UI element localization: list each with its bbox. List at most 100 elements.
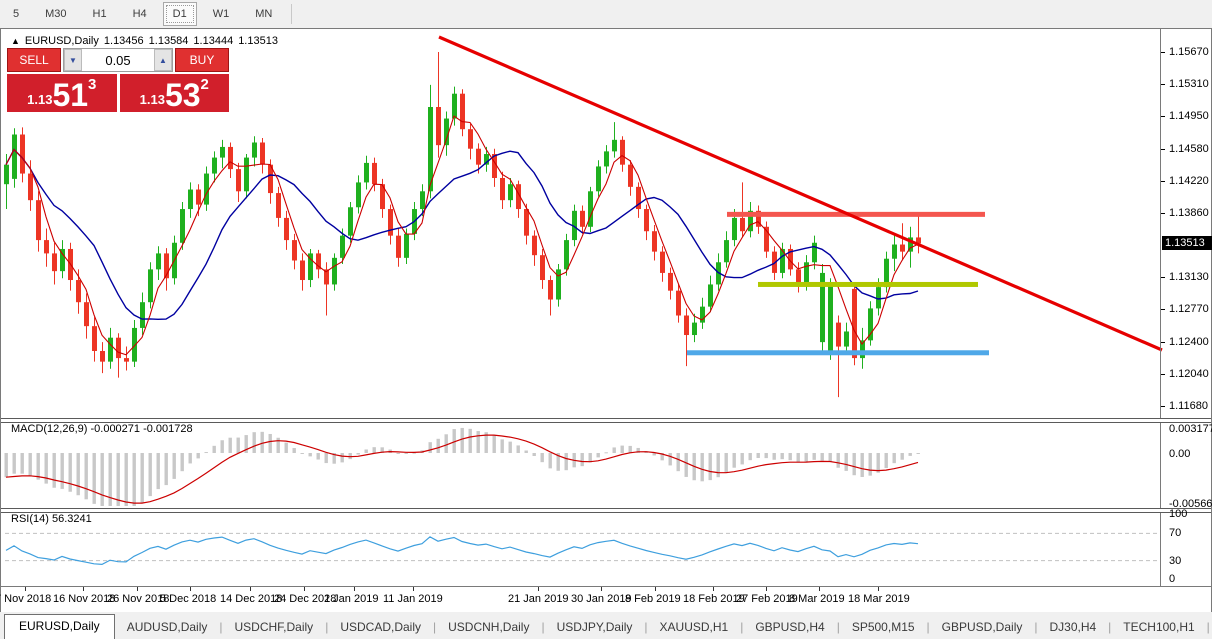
chart-tab-gbpusd[interactable]: GBPUSD,Daily bbox=[941, 620, 1023, 634]
date-tick bbox=[766, 587, 767, 591]
date-tick bbox=[819, 587, 820, 591]
axis-tick bbox=[1161, 84, 1165, 85]
rsi-axis-label: 70 bbox=[1169, 527, 1182, 539]
tab-separator: | bbox=[644, 620, 648, 634]
chart-tab-usdcnh[interactable]: USDCNH,Daily bbox=[448, 620, 530, 634]
tab-separator: | bbox=[1206, 620, 1210, 634]
price-axis-label: 1.13860 bbox=[1169, 207, 1209, 219]
chart-tab-audusd[interactable]: AUDUSD,Daily bbox=[126, 620, 208, 634]
axis-tick bbox=[1161, 342, 1165, 343]
timeframe-button-5[interactable]: 5 bbox=[13, 8, 20, 20]
rsi-axis-label: 100 bbox=[1169, 508, 1188, 520]
timeframe-button-h4[interactable]: H4 bbox=[132, 8, 147, 20]
macd-axis-label: -0.005667 bbox=[1169, 498, 1212, 510]
macd-pane-splitter[interactable] bbox=[1, 418, 1211, 423]
axis-tick bbox=[1161, 406, 1165, 407]
tab-separator: | bbox=[219, 620, 223, 634]
timeframe-button-mn[interactable]: MN bbox=[255, 8, 273, 20]
date-axis-label: 8 Mar 2019 bbox=[789, 593, 845, 605]
ask-quote-button[interactable]: 1.13 53 2 bbox=[119, 74, 229, 113]
date-tick bbox=[538, 587, 539, 591]
chart-tab-xauusd[interactable]: XAUUSD,H1 bbox=[659, 620, 729, 634]
ask-price-big: 53 bbox=[164, 77, 201, 113]
chart-tab-eurusd[interactable]: EURUSD,Daily bbox=[4, 614, 115, 639]
rsi-pane-splitter[interactable] bbox=[1, 508, 1211, 513]
date-tick bbox=[655, 587, 656, 591]
date-tick bbox=[413, 587, 414, 591]
ask-price-sup: 2 bbox=[200, 76, 209, 93]
macd-label: MACD(12,26,9) -0.000271 -0.001728 bbox=[11, 423, 193, 435]
date-tick bbox=[83, 587, 84, 591]
chart-tab-tech100[interactable]: TECH100,H1 bbox=[1123, 620, 1195, 634]
chart-header: ▲ EURUSD,Daily 1.13456 1.13584 1.13444 1… bbox=[11, 35, 278, 47]
chart-tab-gbpusd[interactable]: GBPUSD,H4 bbox=[755, 620, 825, 634]
collapse-trade-panel-icon[interactable]: ▲ bbox=[11, 36, 20, 46]
date-tick bbox=[304, 587, 305, 591]
macd-value-signal: -0.001728 bbox=[143, 423, 193, 435]
chart-high-value: 1.13584 bbox=[148, 35, 189, 47]
rsi-label: RSI(14) 56.3241 bbox=[11, 513, 92, 525]
date-tick bbox=[354, 587, 355, 591]
timeframe-button-w1[interactable]: W1 bbox=[212, 8, 230, 20]
current-price-marker: 1.13513 bbox=[1162, 236, 1212, 250]
chart-close-value: 1.13513 bbox=[238, 35, 278, 47]
chart-window: ▲ EURUSD,Daily 1.13456 1.13584 1.13444 1… bbox=[0, 28, 1212, 613]
tab-separator: | bbox=[541, 620, 545, 634]
tab-separator: | bbox=[926, 620, 930, 634]
rsi-value: 56.3241 bbox=[51, 513, 92, 525]
tab-separator: | bbox=[1034, 620, 1038, 634]
date-axis-label: 30 Jan 2019 bbox=[571, 593, 632, 605]
date-axis-label: 8 Feb 2019 bbox=[625, 593, 681, 605]
tab-separator: | bbox=[740, 620, 744, 634]
axis-tick bbox=[1161, 181, 1165, 182]
timeframe-button-h1[interactable]: H1 bbox=[92, 8, 107, 20]
price-axis-divider bbox=[1160, 29, 1161, 586]
date-axis-divider bbox=[1, 586, 1211, 587]
price-axis-label: 1.15670 bbox=[1169, 46, 1209, 58]
one-click-trade-panel: SELL ▼ 0.05 ▲ BUY 1.13 51 3 1.13 53 2 bbox=[7, 48, 229, 112]
date-axis-label: 7 Nov 2018 bbox=[0, 593, 52, 605]
volume-increase-button[interactable]: ▲ bbox=[154, 49, 172, 71]
rsi-axis-label: 30 bbox=[1169, 555, 1182, 567]
price-axis-label: 1.12400 bbox=[1169, 336, 1209, 348]
date-axis-label: 16 Nov 2018 bbox=[53, 593, 116, 605]
chart-tab-dj30[interactable]: DJ30,H4 bbox=[1049, 620, 1097, 634]
tab-separator: | bbox=[1108, 620, 1112, 634]
chart-tab-sp500[interactable]: SP500,M15 bbox=[851, 620, 915, 634]
price-axis-label: 1.14580 bbox=[1169, 143, 1209, 155]
date-tick bbox=[25, 587, 26, 591]
chart-open-value: 1.13456 bbox=[103, 35, 144, 47]
axis-tick bbox=[1161, 374, 1165, 375]
chart-tab-usdjpy[interactable]: USDJPY,Daily bbox=[556, 620, 633, 634]
chart-tab-usdcad[interactable]: USDCAD,Daily bbox=[340, 620, 421, 634]
date-tick bbox=[601, 587, 602, 591]
date-axis-label: 18 Mar 2019 bbox=[848, 593, 910, 605]
price-axis-label: 1.14950 bbox=[1169, 110, 1209, 122]
toolbar-separator bbox=[291, 4, 293, 24]
timeframe-toolbar: 5 M30 H1 H4 D1 W1 MN bbox=[0, 0, 1212, 28]
volume-input[interactable]: 0.05 bbox=[105, 52, 131, 68]
bid-quote-button[interactable]: 1.13 51 3 bbox=[7, 74, 117, 112]
axis-tick bbox=[1161, 213, 1165, 214]
macd-axis-label: 0.003177 bbox=[1169, 423, 1212, 435]
price-axis-label: 1.14220 bbox=[1169, 175, 1209, 187]
date-axis-label: 21 Jan 2019 bbox=[508, 593, 569, 605]
price-axis-label: 1.12040 bbox=[1169, 368, 1209, 380]
volume-decrease-button[interactable]: ▼ bbox=[64, 49, 82, 71]
tab-separator: | bbox=[836, 620, 840, 634]
buy-button[interactable]: BUY bbox=[175, 48, 229, 72]
ask-price-small: 1.13 bbox=[139, 92, 165, 107]
chart-symbol-label: EURUSD,Daily bbox=[24, 35, 99, 47]
date-axis-label: 24 Dec 2018 bbox=[274, 593, 337, 605]
price-axis-label: 1.13130 bbox=[1169, 271, 1209, 283]
chart-tab-usdchf[interactable]: USDCHF,Daily bbox=[234, 620, 314, 634]
axis-tick bbox=[1161, 116, 1165, 117]
date-axis-label: 2 Jan 2019 bbox=[324, 593, 379, 605]
sell-button[interactable]: SELL bbox=[7, 48, 61, 72]
axis-tick bbox=[1161, 52, 1165, 53]
timeframe-button-d1[interactable]: D1 bbox=[162, 2, 197, 26]
timeframe-button-m30[interactable]: M30 bbox=[45, 8, 67, 20]
chart-canvas[interactable] bbox=[1, 29, 1211, 586]
bid-price-big: 51 bbox=[52, 77, 89, 113]
